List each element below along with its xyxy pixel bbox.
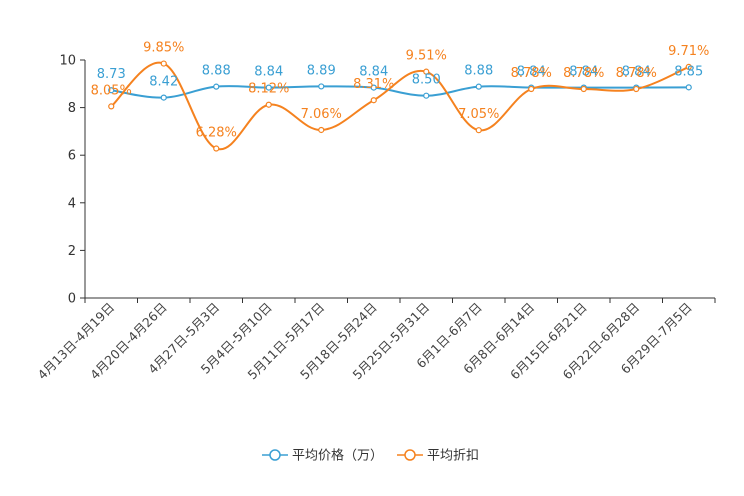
legend-swatch-marker [269, 449, 281, 461]
data-point[interactable] [475, 127, 482, 134]
data-label: 8.78% [616, 66, 657, 81]
data-label: 8.42 [149, 75, 178, 90]
data-label: 8.78% [511, 66, 552, 81]
y-tick-label: 4 [68, 196, 76, 211]
data-label: 8.84 [517, 65, 546, 80]
data-label: 8.85 [674, 64, 703, 79]
series-layer [108, 60, 692, 152]
data-point[interactable] [475, 83, 482, 90]
data-point[interactable] [685, 63, 692, 71]
series-discount [108, 60, 692, 152]
data-label: 8.84 [622, 65, 651, 80]
data-point[interactable] [108, 103, 115, 110]
data-label: 8.31% [353, 77, 394, 92]
data-label: 8.78% [563, 66, 604, 81]
legend-item-discount[interactable]: 平均折扣 [397, 449, 479, 464]
data-label: 8.50 [412, 73, 441, 88]
y-tick-label: 0 [68, 292, 76, 307]
data-label: 8.84 [569, 65, 598, 80]
y-tick-label: 8 [68, 101, 76, 116]
data-point[interactable] [318, 83, 325, 90]
data-point[interactable] [213, 83, 220, 90]
y-tick-label: 6 [68, 149, 76, 164]
series-line [111, 85, 689, 99]
data-point[interactable] [370, 97, 377, 104]
legend-swatch-marker [404, 449, 416, 461]
data-label: 8.84 [254, 65, 283, 80]
data-label: 9.51% [406, 49, 447, 64]
y-tick-label: 10 [59, 54, 76, 69]
legend-label: 平均折扣 [427, 449, 479, 464]
legend-label: 平均价格（万） [292, 448, 383, 464]
data-point[interactable] [685, 84, 692, 91]
data-label: 6.28% [196, 126, 237, 141]
data-label: 8.89 [307, 63, 336, 78]
data-point[interactable] [370, 84, 377, 91]
legend[interactable]: 平均价格（万） 平均折扣 [262, 448, 479, 464]
data-label: 8.12% [248, 82, 289, 97]
data-label: 7.05% [458, 107, 499, 122]
y-tick-label: 2 [68, 244, 76, 259]
data-label: 8.88 [464, 64, 493, 79]
data-label: 8.84 [359, 65, 388, 80]
data-label: 9.85% [143, 41, 184, 56]
data-point[interactable] [580, 85, 587, 93]
data-point[interactable] [213, 145, 220, 152]
data-label: 8.05% [91, 83, 132, 98]
data-point[interactable] [423, 92, 430, 99]
data-labels: 8.73 8.42 8.88 8.84 8.89 8.84 8.50 8.88 8.84 8.84… [91, 41, 710, 141]
data-point[interactable] [528, 85, 535, 93]
data-label: 9.71% [668, 44, 709, 59]
data-point[interactable] [318, 126, 325, 134]
data-point[interactable] [265, 101, 272, 108]
data-point[interactable] [423, 68, 430, 75]
legend-item-price[interactable]: 平均价格（万） [262, 448, 383, 464]
data-point[interactable] [265, 84, 272, 91]
series-price [108, 83, 692, 101]
data-point[interactable] [108, 87, 115, 94]
data-label: 7.06% [301, 107, 342, 122]
data-label: 8.73 [97, 67, 126, 82]
data-label: 8.88 [202, 64, 231, 79]
data-point[interactable] [160, 94, 167, 101]
data-point[interactable] [633, 85, 640, 93]
data-point[interactable] [160, 60, 167, 67]
